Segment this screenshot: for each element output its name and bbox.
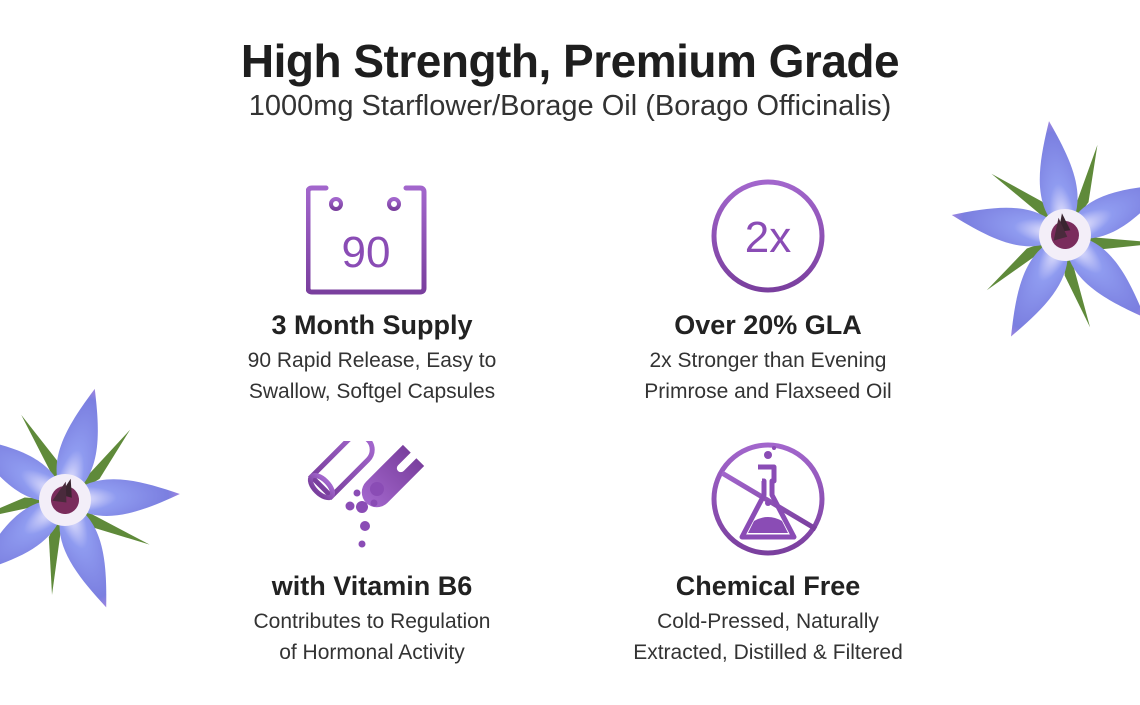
feature-line: 2x Stronger than Evening — [649, 349, 887, 372]
calendar-number: 90 — [342, 228, 391, 277]
calendar-icon: 90 — [305, 174, 428, 301]
feature-heading: 3 Month Supply — [271, 310, 473, 340]
feature-line: Extracted, Distilled & Filtered — [633, 641, 903, 664]
page-subtitle: 1000mg Starflower/Borage Oil (Borago Off… — [248, 90, 892, 122]
feature-line: Swallow, Softgel Capsules — [248, 380, 496, 403]
feature-3-month-supply: 90 3 Month Supply 90 Rapid Release, Easy… — [172, 170, 572, 410]
feature-heading: Over 20% GLA — [674, 310, 862, 340]
borage-flower-left — [0, 375, 190, 635]
no-chemicals-flask-icon — [710, 441, 826, 562]
feature-line: Primrose and Flaxseed Oil — [644, 380, 892, 403]
feature-line: of Hormonal Activity — [279, 641, 465, 664]
feature-line: Contributes to Regulation — [253, 610, 491, 633]
2x-label: 2x — [745, 213, 791, 262]
2x-circle-icon: 2x — [710, 178, 826, 299]
page-title: High Strength, Premium Grade — [240, 35, 900, 87]
feature-line: 90 Rapid Release, Easy to — [247, 349, 497, 372]
feature-heading: with Vitamin B6 — [271, 571, 473, 601]
feature-over-20-gla: 2x Over 20% GLA 2x Stronger than Evening… — [568, 170, 968, 410]
feature-line: Cold-Pressed, Naturally — [657, 610, 879, 633]
feature-heading: Chemical Free — [675, 571, 861, 601]
feature-vitamin-b6: with Vitamin B6 Contributes to Regulatio… — [172, 431, 572, 671]
feature-chemical-free: Chemical Free Cold-Pressed, Naturally Ex… — [568, 431, 968, 671]
open-capsule-icon — [302, 433, 432, 558]
borage-flower-right — [945, 110, 1140, 370]
